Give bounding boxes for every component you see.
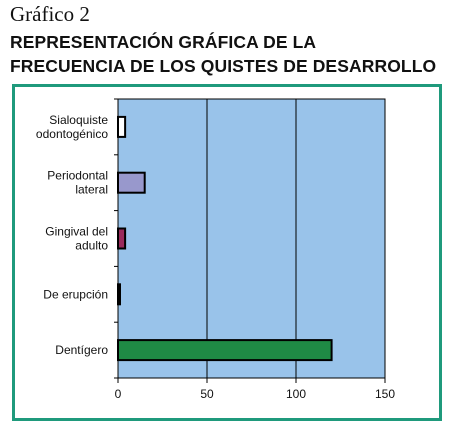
figure-number: Gráfico 2 xyxy=(10,2,90,26)
category-label-4: Dentígero xyxy=(55,343,108,357)
bar-0 xyxy=(117,115,127,138)
category-label-2-line-0: Gingival del xyxy=(45,225,108,239)
category-label-3-line-0: De erupción xyxy=(43,287,108,301)
category-label-0-line-0: Sialoquiste xyxy=(49,113,108,127)
bar-4 xyxy=(117,339,333,362)
category-label-1: Periodontal lateral xyxy=(47,169,108,197)
x-tick-label-3: 150 xyxy=(375,387,395,401)
category-label-0: Sialoquiste odontogénico xyxy=(36,113,108,141)
x-tick-label-2: 100 xyxy=(286,387,306,401)
chart-title-line-2: FRECUENCIA DE LOS QUISTES DE DESARROLLO xyxy=(10,56,437,76)
bar-3 xyxy=(117,283,121,306)
category-label-0-line-1: odontogénico xyxy=(36,127,108,141)
category-label-2-line-1: adulto xyxy=(75,239,108,253)
x-tick-label-1: 50 xyxy=(200,387,214,401)
chart-title-line-1: REPRESENTACIÓN GRÁFICA DE LA xyxy=(10,32,317,52)
category-label-1-line-0: Periodontal xyxy=(47,169,108,183)
chart-title: REPRESENTACIÓN GRÁFICA DE LA FRECUENCIA … xyxy=(10,30,450,78)
category-label-1-line-1: lateral xyxy=(75,183,108,197)
plot-area xyxy=(117,98,386,379)
category-label-4-line-0: Dentígero xyxy=(55,343,108,357)
x-tick-label-0: 0 xyxy=(115,387,122,401)
category-label-2: Gingival del adulto xyxy=(45,225,108,253)
category-label-3: De erupción xyxy=(43,287,108,301)
bar-2 xyxy=(117,227,127,250)
bar-1 xyxy=(117,171,146,194)
